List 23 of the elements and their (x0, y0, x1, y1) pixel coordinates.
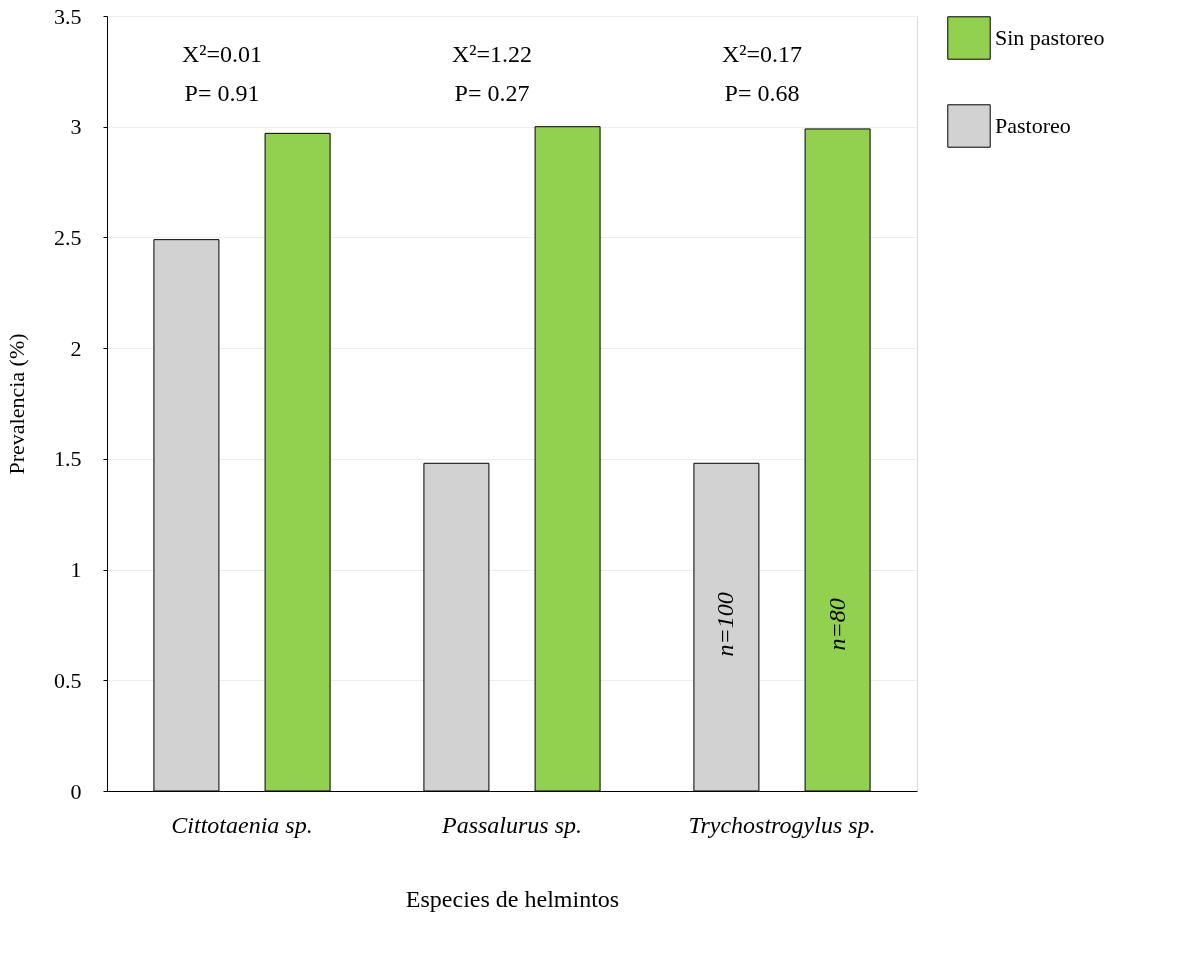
legend-label: Pastoreo (995, 113, 1071, 138)
y-tick-label: 1.5 (54, 446, 82, 472)
y-tick-label: 3.5 (54, 3, 82, 29)
legend-label: Sin pastoreo (995, 25, 1105, 50)
annotation: X²=1.22 (451, 40, 533, 67)
annotation: P= 0.27 (454, 79, 530, 106)
x-tick-label: Trychostrogylus sp. (688, 811, 876, 838)
x-tick-label: Passalurus sp. (440, 811, 583, 838)
y-tick-label: 2 (70, 335, 82, 361)
annotation: X²=0.17 (721, 40, 803, 67)
y-tick-label: 0.5 (54, 667, 82, 693)
y-tick-label: 3 (70, 114, 82, 140)
y-axis-title: Prevalencia (%) (4, 333, 29, 475)
y-tick-label: 2.5 (54, 224, 82, 250)
x-tick-label: Cittotaenia sp. (171, 811, 313, 838)
annotation: n=100 (712, 592, 739, 657)
y-tick-label: 1 (70, 557, 82, 583)
y-tick-label: 0 (70, 778, 82, 804)
x-axis-title: Especies de helmintos (405, 885, 620, 912)
annotation: X²=0.01 (181, 40, 263, 67)
annotation: P= 0.68 (724, 79, 800, 106)
annotation: P= 0.91 (184, 79, 260, 106)
annotation: n=80 (823, 598, 850, 651)
